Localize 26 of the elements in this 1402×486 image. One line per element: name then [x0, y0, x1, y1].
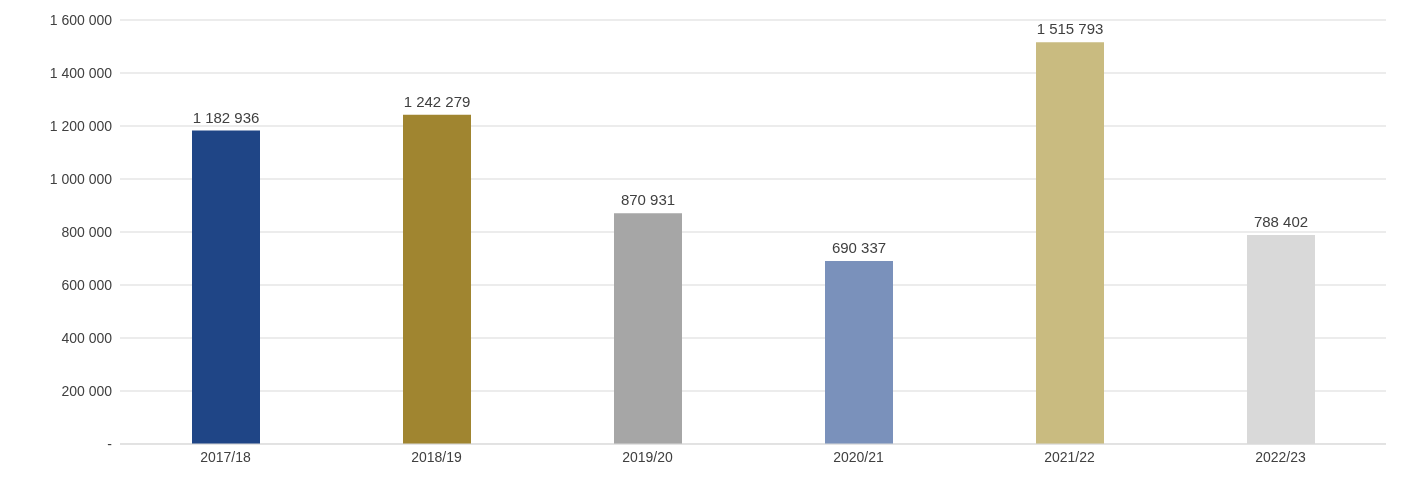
data-label: 1 182 936: [192, 108, 260, 126]
x-tick-label: 2017/18: [200, 448, 252, 465]
bar: [192, 130, 260, 444]
y-tick-label: 200 000: [61, 382, 113, 399]
data-label: 870 931: [620, 191, 676, 209]
data-label: 1 515 793: [1036, 20, 1104, 38]
y-tick-label: 1 400 000: [49, 64, 113, 81]
bar: [614, 213, 682, 444]
data-label: 788 402: [1253, 213, 1309, 231]
y-tick-label: -: [107, 435, 113, 452]
y-tick-label: 600 000: [61, 276, 113, 293]
y-tick-label: 400 000: [61, 329, 113, 346]
x-tick-label: 2019/20: [622, 448, 674, 465]
x-tick-label: 2020/21: [833, 448, 885, 465]
y-tick-label: 1 600 000: [49, 11, 113, 28]
bar: [825, 261, 893, 444]
data-label: 1 242 279: [403, 92, 471, 110]
x-tick-label: 2022/23: [1255, 448, 1307, 465]
x-tick-label: 2021/22: [1044, 448, 1096, 465]
y-tick-label: 1 200 000: [49, 117, 113, 134]
y-tick-label: 800 000: [61, 223, 113, 240]
y-tick-label: 1 000 000: [49, 170, 113, 187]
data-label: 690 337: [831, 239, 887, 257]
x-tick-label: 2018/19: [411, 448, 463, 465]
bar: [403, 114, 471, 444]
bar: [1036, 42, 1104, 444]
